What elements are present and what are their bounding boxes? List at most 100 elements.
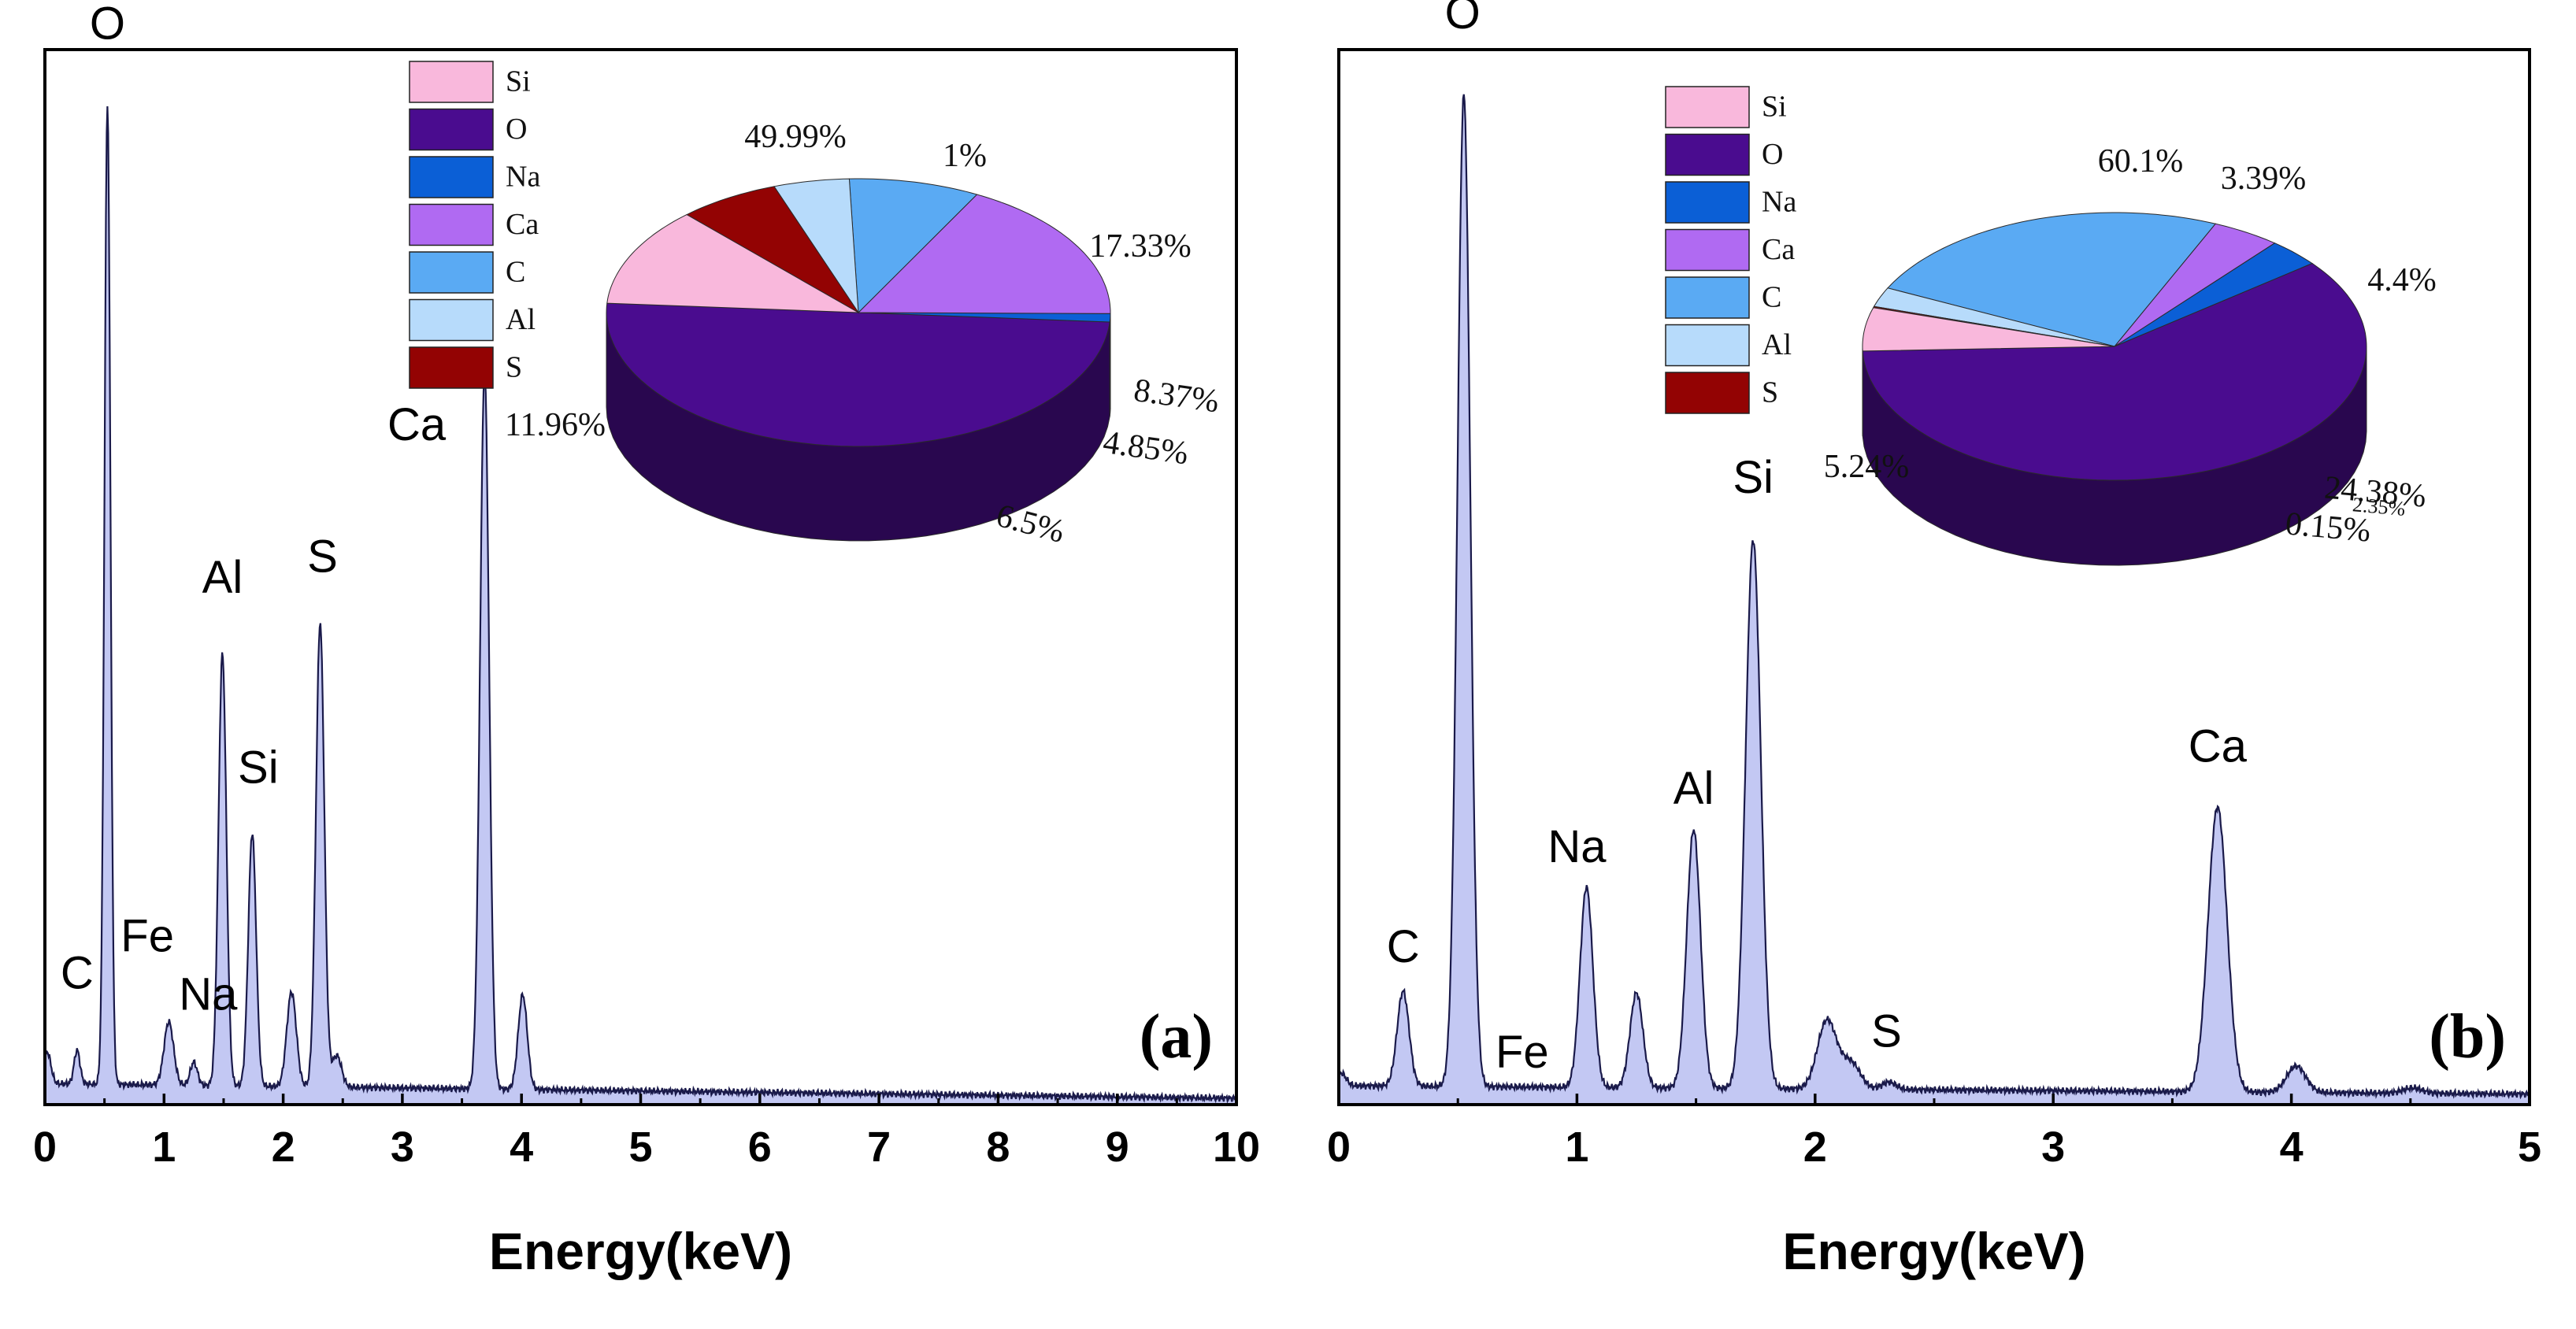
pie-percent-label-na: 3.39% <box>2221 161 2307 197</box>
peak-label-c: C <box>61 948 94 999</box>
legend-label-si: Si <box>1762 90 1787 123</box>
peak-label-na: Na <box>179 968 238 1020</box>
legend-label-al: Al <box>1762 328 1792 361</box>
peak-label-o: O <box>90 0 125 50</box>
panel-label: (b) <box>2429 1002 2506 1072</box>
x-tick-label: 3 <box>2041 1124 2065 1171</box>
pie-percent-label-ca: 17.33% <box>1089 228 1192 265</box>
x-tick-label: 4 <box>510 1124 533 1171</box>
legend-label-o: O <box>1762 138 1783 171</box>
x-tick-label: 1 <box>1565 1124 1588 1171</box>
pie-percent-label-c: 8.37% <box>1132 372 1221 420</box>
legend-label-s: S <box>506 350 522 383</box>
pie-slice-al <box>1873 287 2115 347</box>
x-tick-label: 5 <box>2518 1124 2541 1171</box>
pie-percent-label-c: 24.38% <box>2323 469 2428 514</box>
legend-label-o: O <box>506 113 527 146</box>
pie-percent-label-s: 6.5% <box>992 498 1068 550</box>
pie-percent-label-si: 11.96% <box>505 407 606 443</box>
pie-percent-label-na: 1% <box>943 138 987 174</box>
pie-slice-c <box>1887 212 2217 347</box>
chart-panel-b: 0 1 2 3 4 5 Energy(keV) (b) O C Fe Na Al Si S Ca Si O Na Ca… <box>1327 0 2541 1280</box>
legend-swatch-si <box>1665 86 1750 128</box>
x-tick-label: 5 <box>628 1124 652 1171</box>
pie-slice-na <box>2114 242 2314 347</box>
legend-swatch-na <box>409 156 494 198</box>
peak-label-si: Si <box>1733 452 1774 503</box>
legend-swatch-na <box>1665 181 1750 224</box>
pie-slice-si <box>1862 307 2115 352</box>
peak-label-na: Na <box>1547 821 1607 872</box>
peak-label-al: Al <box>1673 763 1714 814</box>
peak-label-s: S <box>307 531 338 582</box>
legend-swatch-s <box>1665 372 1750 414</box>
legend-swatch-ca <box>1665 228 1750 272</box>
peak-label-si: Si <box>238 742 279 793</box>
legend-swatch-s <box>409 346 494 389</box>
pie-chart: 60.1% 3.39% 4.4% 24.38%2.35%0.15% 5.24% <box>1824 143 2437 566</box>
legend-swatch-al <box>409 298 494 342</box>
plot-frame <box>1337 48 2531 1106</box>
x-tick-label: 7 <box>867 1124 891 1171</box>
peak-label-o: O <box>1445 0 1481 39</box>
legend-label-c: C <box>1762 280 1781 313</box>
peak-label-ca: Ca <box>2189 721 2248 772</box>
x-tick-label: 10 <box>1213 1124 1260 1171</box>
legend-label-na: Na <box>1762 185 1796 218</box>
peak-label-al: Al <box>202 552 243 603</box>
pie-slice-o <box>606 302 1110 447</box>
spectrum-line <box>43 106 1237 1104</box>
peak-label-c: C <box>1387 921 1420 972</box>
x-tick-label: 2 <box>272 1124 295 1171</box>
legend-label-al: Al <box>506 303 536 336</box>
panel-label: (a) <box>1140 1002 1213 1072</box>
x-axis-label: Energy(keV) <box>489 1222 792 1280</box>
x-tick-label: 9 <box>1106 1124 1129 1171</box>
legend-label-s: S <box>1762 376 1778 409</box>
legend-swatch-o <box>409 108 494 151</box>
pie-slice-o <box>1862 262 2367 481</box>
x-axis-label: Energy(keV) <box>1782 1222 2085 1280</box>
pie-percent-label-s: 0.15% <box>2284 505 2372 549</box>
pie-percent-label-al: 2.35% <box>2352 493 2406 520</box>
legend-swatch-o <box>1665 133 1750 176</box>
peak-label-s: S <box>1871 1005 1902 1057</box>
legend-label-c: C <box>506 255 525 288</box>
pie-slice-si <box>606 214 859 313</box>
legend-swatch-c <box>409 251 494 294</box>
x-tick-label: 0 <box>33 1124 57 1171</box>
x-tick-label: 2 <box>1803 1124 1827 1171</box>
legend-swatch-al <box>1665 324 1750 367</box>
pie-chart: 49.99% 1% 17.33% 8.37%4.85% 6.5% 11.96% <box>505 119 1221 550</box>
peak-label-fe: Fe <box>1496 1027 1549 1078</box>
legend-label-ca: Ca <box>506 208 539 241</box>
legend-swatch-ca <box>409 203 494 246</box>
x-tick-label: 6 <box>748 1124 772 1171</box>
pie-slice-ca <box>857 194 1111 314</box>
legend-swatch-si <box>409 61 494 103</box>
x-tick-label: 8 <box>986 1124 1010 1171</box>
legend-label-na: Na <box>506 160 540 193</box>
legend-label-si: Si <box>506 65 531 98</box>
spectrum-fill <box>1339 94 2530 1105</box>
x-tick-label: 0 <box>1327 1124 1351 1171</box>
x-tick-label: 3 <box>391 1124 414 1171</box>
pie-percent-label-si: 5.24% <box>1824 449 1910 485</box>
pie-slice-c <box>848 178 978 314</box>
pie-percent-label-al: 4.85% <box>1101 424 1191 472</box>
pie-slice-ca <box>2114 223 2276 347</box>
peak-label-fe: Fe <box>120 911 174 962</box>
spectrum-line <box>1337 94 2530 1100</box>
chart-panel-a: 0 1 2 3 4 5 6 7 8 9 10Energy(keV)(a)OCFeNaAlSiSCaS… <box>33 0 1260 1280</box>
pie-percent-label-ca: 4.4% <box>2367 262 2437 298</box>
legend-swatch-c <box>1665 276 1750 319</box>
pie-percent-label-o: 60.1% <box>2098 143 2184 180</box>
legend-label-ca: Ca <box>1762 233 1795 266</box>
x-tick-label: 1 <box>152 1124 176 1171</box>
pie-slice-s <box>685 186 859 313</box>
peak-label-ca: Ca <box>387 399 447 450</box>
pie-slice-al <box>773 178 859 314</box>
x-tick-label: 4 <box>2280 1124 2304 1171</box>
pie-percent-label-o: 49.99% <box>744 119 847 155</box>
